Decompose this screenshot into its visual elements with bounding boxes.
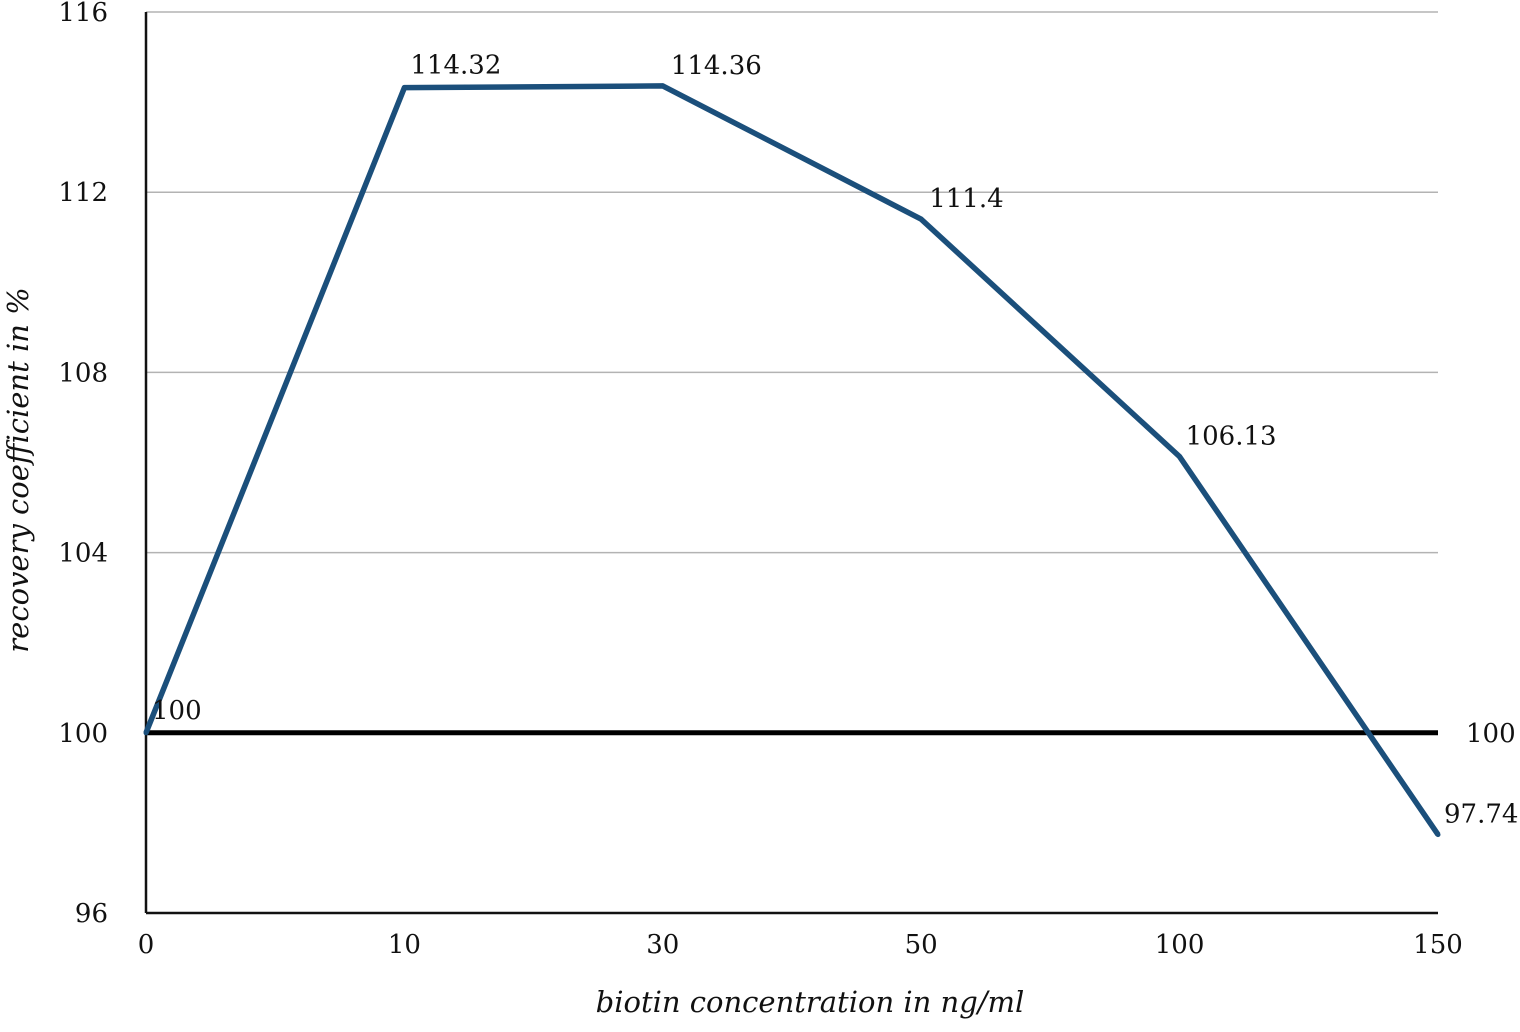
series-line	[143, 83, 1441, 837]
data-label: 114.32	[410, 51, 501, 81]
x-tick-label: 100	[1155, 930, 1205, 960]
x-tick-label: 30	[646, 930, 679, 960]
y-tick-label: 116	[58, 0, 108, 28]
x-tick-label: 10	[388, 930, 421, 960]
data-point	[1435, 832, 1441, 838]
y-tick-label: 96	[75, 899, 108, 929]
data-label: 100	[152, 696, 202, 726]
gridlines	[146, 11, 1438, 734]
y-axis-title: recovery coefficient in %	[1, 287, 35, 652]
reference-line-label: 100	[1466, 719, 1516, 749]
x-tick-label: 50	[905, 930, 938, 960]
axes	[144, 12, 1438, 915]
data-label: 97.74	[1444, 800, 1518, 830]
x-tick-label: 0	[138, 930, 155, 960]
y-tick-label: 104	[58, 539, 108, 569]
reference-line-group: 100	[146, 719, 1516, 749]
data-point	[143, 730, 149, 736]
y-tick-label: 112	[58, 178, 108, 208]
y-tick-labels: 96 100 104 108 112 116	[58, 0, 108, 929]
data-label: 111.4	[929, 184, 1003, 214]
data-point	[660, 83, 666, 89]
x-axis-title: biotin concentration in ng/ml	[596, 985, 1025, 1019]
data-label: 114.36	[671, 51, 762, 81]
data-point	[918, 216, 924, 222]
x-tick-label: 150	[1413, 930, 1463, 960]
data-label: 106.13	[1186, 422, 1277, 452]
data-point	[1177, 454, 1183, 460]
data-point	[401, 85, 407, 91]
data-labels: 100 114.32 114.36 111.4 106.13 97.74	[152, 51, 1518, 830]
x-tick-labels: 0 10 30 50 100 150	[138, 930, 1463, 960]
y-tick-label: 100	[58, 719, 108, 749]
series-group	[143, 83, 1441, 838]
y-tick-label: 108	[58, 358, 108, 388]
